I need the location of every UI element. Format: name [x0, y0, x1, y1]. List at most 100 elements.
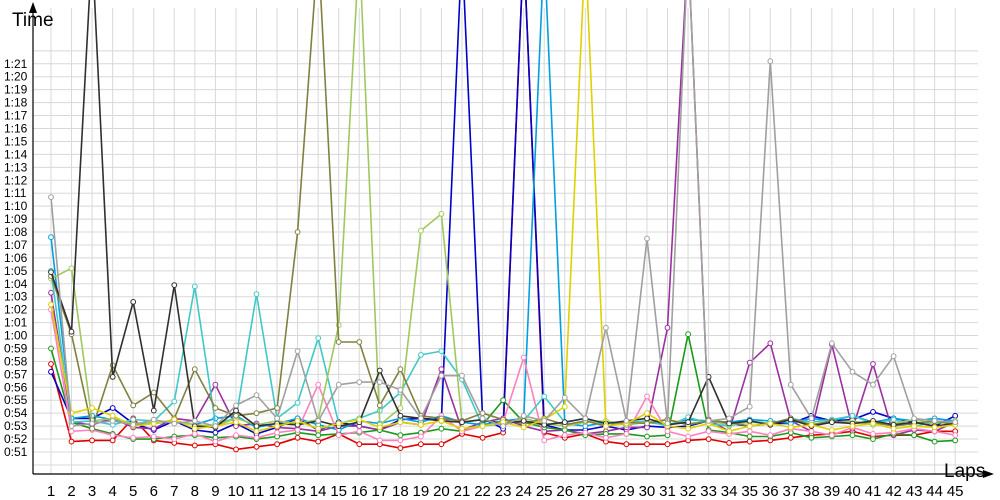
data-point: [150, 425, 157, 432]
y-tick-label: 0:59: [4, 341, 28, 355]
data-point: [623, 431, 630, 437]
data-point: [233, 446, 239, 453]
y-ticks: 0:510:520:530:540:550:560:570:580:591:00…: [4, 57, 28, 459]
data-point: [274, 423, 281, 430]
data-point: [253, 443, 260, 450]
data-point: [150, 389, 157, 396]
data-point: [644, 420, 650, 427]
data-point: [356, 379, 363, 386]
data-point: [397, 432, 404, 439]
x-tick-label: 25: [536, 483, 553, 500]
data-point: [274, 405, 281, 411]
y-tick-label: 0:56: [4, 380, 28, 394]
data-point: [376, 402, 383, 409]
x-tick-label: 26: [556, 483, 573, 500]
data-point: [952, 412, 959, 419]
x-ticks: 1 2 3 4 5 6 7 8 9 10 11 12 13 14 15 16 17 18 19 20 21 22 23 24 2…: [47, 483, 964, 500]
data-point: [746, 418, 753, 424]
data-point: [171, 398, 178, 405]
x-tick-label: 1: [47, 483, 55, 500]
data-point: [376, 424, 383, 431]
data-point: [459, 425, 465, 432]
data-point: [808, 434, 815, 441]
data-point: [644, 410, 650, 417]
data-point: [438, 211, 445, 217]
data-point: [808, 421, 815, 428]
data-point: [150, 407, 157, 414]
x-tick-label: 37: [782, 483, 799, 500]
data-point: [171, 420, 178, 427]
data-point: [294, 418, 301, 424]
y-tick-label: 1:12: [4, 173, 28, 187]
data-point: [376, 367, 383, 374]
data-point: [315, 432, 322, 439]
data-point: [191, 442, 198, 449]
data-point: [191, 366, 198, 373]
data-point: [603, 434, 609, 441]
data-point: [664, 428, 671, 435]
data-point: [705, 436, 712, 443]
y-tick-label: 1:20: [4, 70, 28, 84]
data-point: [315, 438, 322, 445]
data-point: [705, 418, 712, 424]
data-point: [746, 433, 753, 440]
data-point: [849, 368, 856, 375]
y-tick-label: 1:09: [4, 212, 28, 226]
y-tick-label: 1:03: [4, 290, 28, 304]
data-point: [561, 403, 568, 410]
data-point: [191, 425, 198, 432]
y-tick-label: 1:01: [4, 316, 28, 330]
y-tick-label: 1:02: [4, 303, 28, 317]
y-tick-label: 0:53: [4, 419, 28, 433]
x-tick-label: 32: [680, 483, 697, 500]
y-tick-label: 0:57: [4, 367, 28, 381]
data-point: [829, 340, 835, 347]
data-point: [787, 381, 794, 388]
y-tick-label: 1:05: [4, 264, 28, 278]
data-point: [109, 412, 116, 419]
data-point: [315, 425, 322, 432]
data-point: [356, 339, 363, 345]
data-point: [644, 433, 650, 440]
data-point: [459, 372, 465, 379]
data-point: [746, 359, 753, 366]
data-point: [212, 438, 219, 445]
data-point: [233, 407, 239, 414]
data-point: [541, 418, 548, 424]
data-point: [561, 432, 568, 439]
data-point: [890, 353, 897, 360]
data-point: [89, 405, 95, 411]
y-tick-label: 1:14: [4, 147, 28, 161]
data-point: [808, 428, 815, 435]
data-point: [623, 418, 630, 424]
data-point: [685, 419, 691, 426]
data-point: [870, 361, 876, 367]
data-point: [48, 368, 54, 375]
data-point: [48, 194, 54, 201]
x-tick-label: 28: [598, 483, 615, 500]
data-point: [603, 423, 609, 430]
data-point: [191, 418, 198, 424]
x-tick-label: 31: [659, 483, 676, 500]
data-point: [130, 434, 137, 441]
x-tick-label: 40: [844, 483, 861, 500]
x-tick-label: 22: [474, 483, 491, 500]
y-tick-label: 0:58: [4, 354, 28, 368]
data-point: [376, 437, 383, 444]
data-point: [623, 441, 630, 448]
data-point: [870, 436, 876, 443]
x-tick-label: 12: [269, 483, 286, 500]
series-lines: [48, 0, 959, 453]
data-point: [787, 434, 794, 441]
data-point: [109, 374, 116, 380]
data-point: [89, 420, 95, 427]
series-12: [48, 0, 959, 430]
x-tick-label: 10: [228, 483, 245, 500]
data-point: [356, 416, 363, 423]
data-point: [294, 434, 301, 441]
x-tick-label: 17: [371, 483, 388, 500]
data-point: [68, 265, 75, 272]
data-point: [109, 418, 116, 424]
data-point: [315, 335, 322, 342]
axes: [29, 2, 994, 478]
